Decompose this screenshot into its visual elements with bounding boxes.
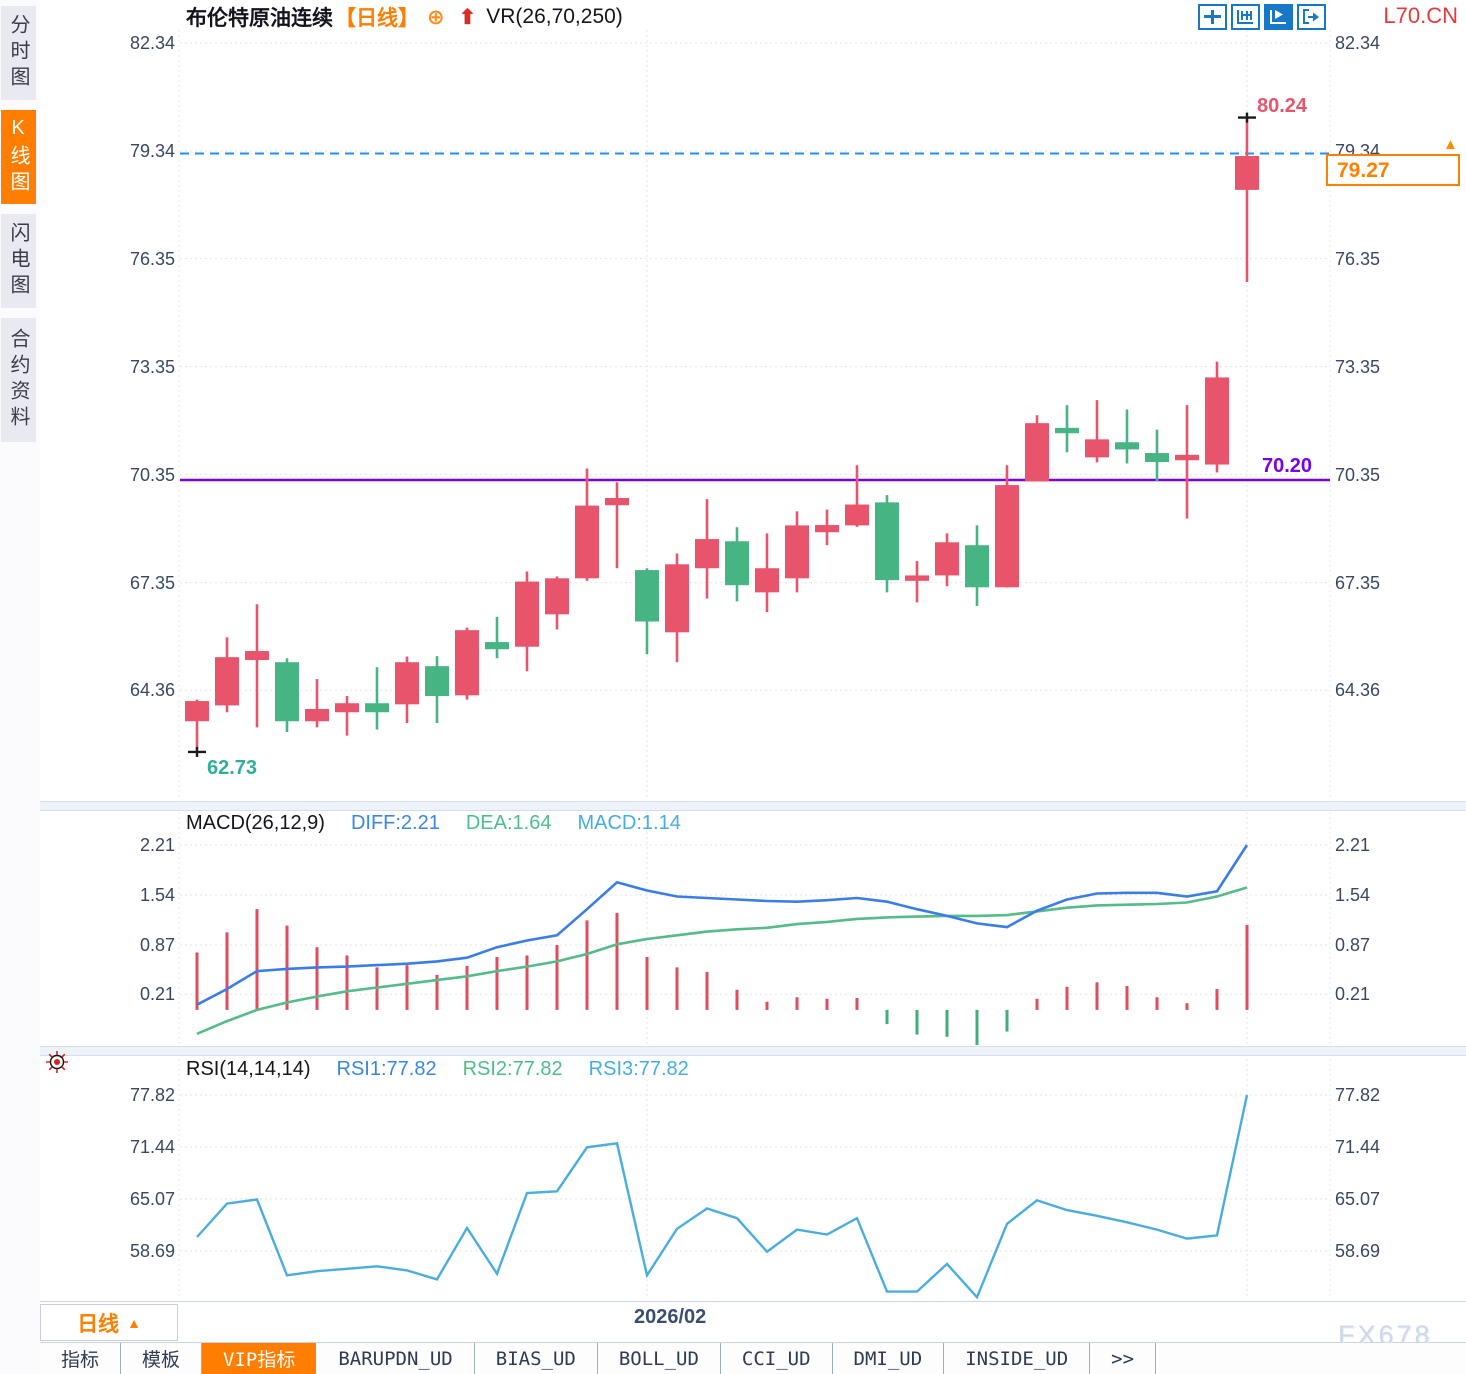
period-selector-button[interactable]: 日线 ▲ <box>40 1304 178 1341</box>
axis-range-tool-icon[interactable] <box>1231 4 1260 30</box>
high-price-label: 80.24 <box>1257 95 1308 117</box>
bottom-tab-10[interactable]: >> <box>1090 1343 1157 1374</box>
bottom-tab-3[interactable]: VIP指标 <box>202 1343 317 1374</box>
period-caret-icon: ▲ <box>127 1314 141 1331</box>
y-axis-label-left: 73.35 <box>129 356 175 377</box>
panel-separator <box>40 1046 1466 1056</box>
low-price-label: 62.73 <box>207 757 258 779</box>
bottom-tab-9[interactable]: INSIDE_UD <box>944 1343 1091 1374</box>
current-price-tag: 79.27 <box>1326 154 1460 186</box>
y-axis-label-left: 76.35 <box>129 248 175 269</box>
chart-toolbar <box>1198 4 1326 30</box>
bottom-tab-8[interactable]: DMI_UD <box>833 1343 945 1374</box>
y-axis-label-right: 71.44 <box>1335 1137 1381 1157</box>
buy-signal-arrow-icon: ⬆ <box>458 5 477 29</box>
y-axis-label-right: 73.35 <box>1335 356 1381 377</box>
y-axis-label-right: 64.36 <box>1335 680 1381 701</box>
rsi3-value: RSI3:77.82 <box>588 1058 689 1080</box>
macd-name-label: MACD(26,12,9) <box>186 812 325 834</box>
y-axis-label-right: 67.35 <box>1335 572 1381 593</box>
y-axis-label-left: 64.36 <box>129 680 175 701</box>
rsi1-value: RSI1:77.82 <box>336 1058 437 1080</box>
y-axis-label-right: 77.82 <box>1335 1085 1381 1105</box>
symbol-code: L70.CN <box>1383 3 1458 28</box>
indicator-settings-sun-icon[interactable] <box>45 1050 69 1074</box>
sidebar-tab-1[interactable]: 分时图 <box>1 6 36 100</box>
rsi2-value: RSI2:77.82 <box>462 1058 563 1080</box>
x-axis-date-label: 2026/02 <box>634 1306 707 1328</box>
y-axis-label-left: 2.21 <box>139 835 175 855</box>
panel-separator-line <box>40 1301 1466 1302</box>
sidebar-tab-2[interactable]: K线图 <box>1 110 36 204</box>
y-axis-label-left: 0.21 <box>139 984 175 1005</box>
price-up-marker-icon: ▲ <box>1443 136 1458 153</box>
macd-macd-value: MACD:1.14 <box>577 812 681 834</box>
y-axis-label-left: 77.82 <box>129 1085 175 1105</box>
pan-right-tool-icon[interactable] <box>1297 4 1326 30</box>
y-axis-label-right: 58.69 <box>1335 1240 1381 1261</box>
bottom-tab-5[interactable]: BIAS_UD <box>475 1343 598 1374</box>
y-axis-label-left: 1.54 <box>139 885 175 905</box>
period-selector-label: 日线 <box>77 1312 120 1336</box>
period-tag: 【日线】 <box>335 7 419 30</box>
chart-header: 布伦特原油连续 【日线】 ⊕ ⬆ VR(26,70,250) <box>186 4 623 30</box>
macd-header: MACD(26,12,9) DIFF:2.21 DEA:1.64 MACD:1.… <box>186 812 681 835</box>
rsi-name-label: RSI(14,14,14) <box>186 1058 311 1080</box>
y-axis-label-left: 71.44 <box>129 1137 175 1157</box>
y-axis-label-left: 79.34 <box>129 141 175 161</box>
instrument-title: 布伦特原油连续 <box>186 7 333 30</box>
tabbar-top-line <box>40 1342 1466 1343</box>
vr-indicator-label: VR(26,70,250) <box>486 5 623 28</box>
bottom-tab-7[interactable]: CCI_UD <box>721 1343 833 1374</box>
y-axis-label-left: 58.69 <box>129 1240 175 1261</box>
y-axis-label-right: 1.54 <box>1335 885 1371 905</box>
y-axis-label-left: 67.35 <box>129 572 175 593</box>
y-axis-label-right: 70.35 <box>1335 464 1381 485</box>
y-axis-label-right: 76.35 <box>1335 248 1381 269</box>
macd-diff-value: DIFF:2.21 <box>350 812 440 834</box>
bottom-tab-2[interactable]: 模板 <box>121 1343 203 1374</box>
y-axis-label-right: 0.21 <box>1335 984 1371 1005</box>
add-indicator-icon[interactable]: ⊕ <box>427 5 445 29</box>
y-axis-label-right: 82.34 <box>1335 33 1381 53</box>
y-axis-label-left: 82.34 <box>129 33 175 53</box>
macd-dea-value: DEA:1.64 <box>465 812 552 834</box>
y-axis-label-left: 70.35 <box>129 464 175 485</box>
y-axis-label-left: 0.87 <box>139 935 175 955</box>
rsi-header: RSI(14,14,14) RSI1:77.82 RSI2:77.82 RSI3… <box>186 1058 689 1081</box>
support-price-label: 70.20 <box>1262 455 1313 477</box>
indicator-tabbar: 指标 模板 VIP指标 BARUPDN_UD BIAS_UD BOLL_UD CCI_UD D… <box>40 1343 1466 1374</box>
bottom-tab-1[interactable]: 指标 <box>40 1343 122 1374</box>
move-tool-icon[interactable] <box>1198 4 1227 30</box>
bottom-tab-6[interactable]: BOLL_UD <box>598 1343 721 1374</box>
bottom-tab-4[interactable]: BARUPDN_UD <box>317 1343 475 1374</box>
y-axis-label-right: 0.87 <box>1335 935 1371 955</box>
y-axis-label-right: 65.07 <box>1335 1188 1381 1209</box>
y-axis-label-right: 2.21 <box>1335 835 1371 855</box>
y-axis-label-left: 65.07 <box>129 1188 175 1209</box>
sidebar-tab-3[interactable]: 闪电图 <box>1 214 36 308</box>
sidebar-tab-4[interactable]: 合约资料 <box>1 318 36 442</box>
left-sidebar: 分时图 K线图闪电图合约资料 <box>0 0 40 1374</box>
panel-separator <box>40 801 1466 811</box>
auto-scale-tool-icon[interactable] <box>1264 4 1293 30</box>
